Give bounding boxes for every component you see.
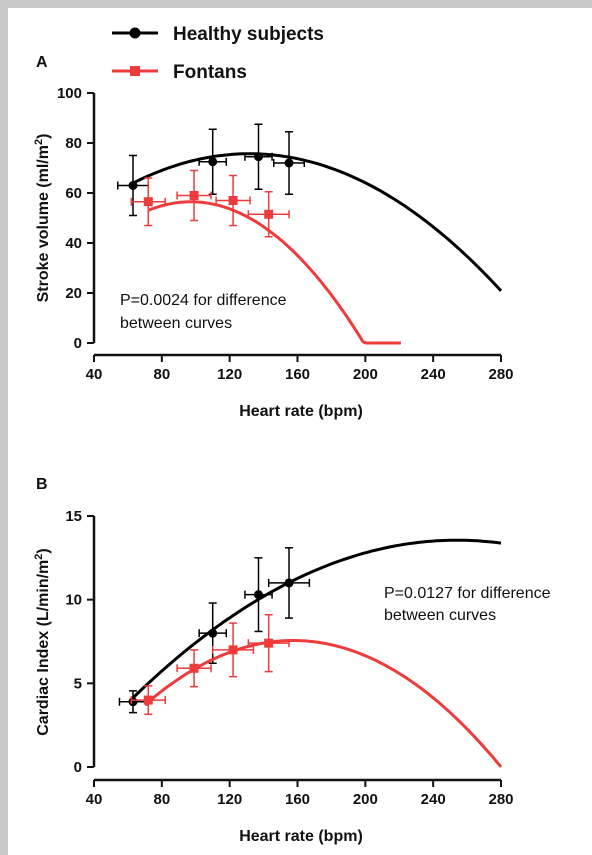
panel-b-fontans-marker: [189, 663, 199, 673]
panel-b-x-axis-label: Heart rate (bpm): [239, 828, 363, 845]
panel-a-fontans-marker: [228, 196, 238, 205]
panel-b-annotation-line2: between curves: [384, 607, 496, 624]
panel-a-healthy-subjects-marker: [128, 181, 138, 190]
panel-a-fontans-point: [130, 177, 166, 227]
panel-b-fontans-point: [130, 685, 166, 716]
panel-b-healthy-subjects-marker: [128, 697, 138, 707]
panel-a-healthy-subjects-marker: [253, 152, 263, 162]
legend-label-fontans: Fontans: [173, 62, 247, 83]
panel-a-healthy-subjects-point: [116, 154, 150, 217]
panel-a-fontans-marker: [189, 191, 199, 200]
panel-a-fontans-series: [130, 169, 401, 345]
panel-a-healthy-subjects-point: [244, 123, 273, 190]
panel-a-x-tick-label: 120: [217, 366, 242, 383]
panel-a-x-tick-label: 240: [421, 366, 446, 383]
panel-a-annotation-line2: between curves: [120, 315, 232, 332]
panel-b-annotation-line1: P=0.0127 for difference: [384, 585, 551, 602]
panel-a-x-tick-label: 40: [86, 366, 103, 383]
panel-a-x-tick-label: 160: [285, 366, 310, 383]
panel-b-healthy-subjects-marker: [253, 590, 263, 600]
panel-b-x-tick-label: 40: [86, 791, 103, 808]
panel-b-x-tick-label: 280: [488, 791, 513, 808]
panel-b-healthy-subjects-point: [118, 690, 148, 714]
panel-a-label: A: [36, 54, 48, 71]
panel-a-x-tick-label: 80: [153, 366, 170, 383]
panel-b-fontans-marker: [228, 645, 238, 655]
panel-b-fontans-marker: [264, 638, 274, 648]
panel-b-fontans-curve: [143, 639, 503, 768]
panel-a-healthy-subjects-marker: [284, 158, 294, 168]
panel-a-healthy-subjects-curve: [130, 152, 503, 292]
panel-a-x-tick-label: 200: [353, 366, 378, 383]
legend-label-healthy: Healthy subjects: [173, 24, 324, 45]
panel-b-x-tick-label: 200: [353, 791, 378, 808]
panel-a-fontans-point: [215, 174, 251, 227]
panel-b: B Cardiac Index (L/min/m2) Heart rate (b…: [33, 476, 551, 845]
legend: Healthy subjects Fontans: [112, 24, 324, 83]
panel-b-fontans-point: [176, 649, 212, 688]
panel-b-healthy-subjects-point: [267, 547, 311, 619]
panel-b-healthy-subjects-marker: [284, 578, 294, 588]
panel-a-y-tick-label: 0: [74, 335, 82, 352]
panel-b-fontans-marker: [143, 695, 153, 705]
panel-a-y-tick-label: 40: [65, 235, 82, 252]
panel-b-y-tick-label: 5: [74, 675, 82, 692]
panel-a-fontans-point: [176, 169, 212, 222]
panel-a-fontans-marker: [143, 197, 153, 207]
panel-b-healthy-subjects-series: [118, 538, 502, 714]
panel-a-fontans-point: [247, 191, 290, 238]
panel-a-healthy-subjects-point: [273, 131, 306, 195]
panel-a-fontans-curve: [147, 200, 401, 345]
panel-b-x-tick-label: 80: [153, 791, 170, 808]
legend-marker-healthy: [129, 27, 141, 39]
panel-b-fontans-point: [211, 622, 255, 678]
panel-a-annotation-line1: P=0.0024 for difference: [120, 292, 287, 309]
panel-a-x-tick-label: 280: [488, 366, 513, 383]
panel-b-y-axis-label: Cardiac Index (L/min/m2): [33, 548, 52, 736]
panel-a-y-tick-label: 100: [57, 85, 82, 102]
legend-marker-fontans: [130, 66, 140, 76]
panel-b-fontans-series: [130, 613, 503, 768]
panel-b-fontans-point: [247, 613, 290, 673]
panel-a-y-tick-label: 20: [65, 285, 82, 302]
panel-b-label: B: [36, 476, 48, 493]
panel-b-healthy-subjects-point: [244, 557, 273, 633]
panel-a-y-tick-label: 60: [65, 185, 82, 202]
panel-b-y-tick-label: 10: [65, 592, 82, 609]
panel-a-healthy-subjects-series: [116, 123, 503, 292]
panel-b-y-tick-label: 0: [74, 759, 82, 776]
panel-b-x-tick-label: 160: [285, 791, 310, 808]
panel-a-healthy-subjects-marker: [208, 157, 218, 167]
panel-b-healthy-subjects-curve: [130, 538, 502, 701]
panel-b-y-tick-label: 15: [65, 508, 82, 525]
panel-b-x-tick-label: 240: [421, 791, 446, 808]
panel-a-x-axis-label: Heart rate (bpm): [239, 403, 363, 420]
panel-a-y-tick-label: 80: [65, 135, 82, 152]
panel-a-y-axis-label: Stroke volume (ml/m2): [33, 134, 52, 303]
panel-b-healthy-subjects-marker: [208, 628, 218, 638]
panel-a-fontans-marker: [264, 209, 274, 219]
panel-a-healthy-subjects-point: [198, 128, 228, 195]
panel-b-x-tick-label: 120: [217, 791, 242, 808]
panel-a: A Stroke volume (ml/m2) Heart rate (bpm)…: [33, 54, 514, 420]
